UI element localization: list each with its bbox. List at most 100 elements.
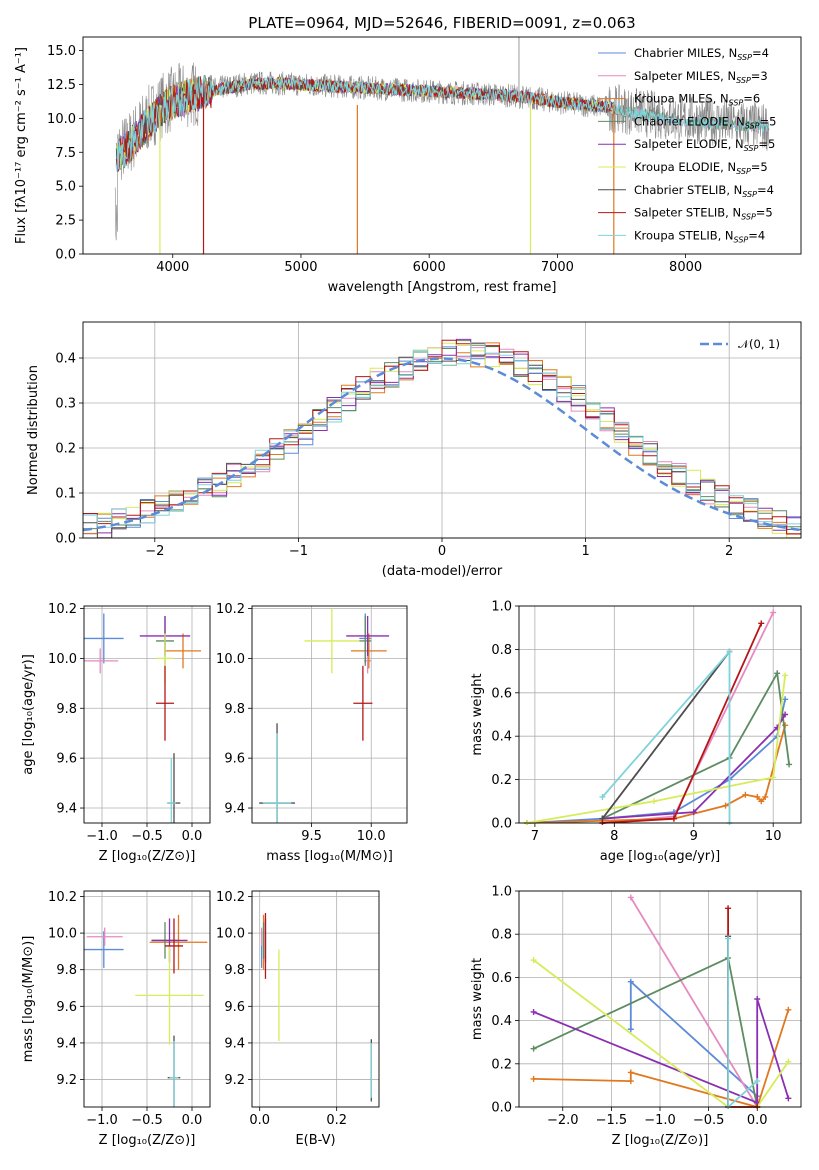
y-axis-label: Flux [fλ10⁻¹⁷ erg cm⁻² s⁻¹ A⁻¹] <box>14 47 29 244</box>
axes-frame <box>518 890 802 1108</box>
massweight-vs-age-panel: 7 8 9 10 0.0 0.2 0.4 0.6 0.8 1.0 age [log₁₀(age/yr… <box>470 600 802 864</box>
mass-weight-point <box>774 670 781 677</box>
mass-weight-point <box>785 1006 792 1013</box>
legend-label-suffix: =5 <box>760 114 777 128</box>
y-tick-label: 9.4 <box>56 1036 77 1051</box>
mass-weight-point <box>785 1095 792 1102</box>
x-tick-label: −0.5 <box>131 829 163 844</box>
mass-weight-line <box>526 725 786 824</box>
mass-weight-point <box>627 1078 634 1085</box>
y-tick-label: 9.8 <box>224 702 245 717</box>
y-tick-label: 10.2 <box>48 602 77 617</box>
x-tick-label: 7 <box>531 829 539 844</box>
x-tick-label: 2 <box>725 544 733 559</box>
plot-area <box>84 613 201 823</box>
legend-label-text: Chabrier STELIB, N <box>634 183 742 197</box>
mass-vs-ebv-panel: 0.0 0.2 9.2 9.4 9.6 9.8 10.0 10.2 E(B-V) <box>216 890 380 1148</box>
mass-weight-line <box>533 1009 790 1109</box>
legend-label-sub: SSP <box>736 76 751 85</box>
legend-label-text: Kroupa MILES, N <box>634 92 729 106</box>
x-axis-label: (data-model)/error <box>382 564 503 579</box>
y-tick-label: 12.5 <box>47 78 76 93</box>
x-tick-label: 9 <box>690 829 698 844</box>
plot-area <box>523 609 793 825</box>
x-tick-label: 10.0 <box>357 829 386 844</box>
mass-weight-line <box>602 612 775 824</box>
y-tick-label: 10.0 <box>216 927 245 942</box>
legend-label-text: Salpeter ELODIE, N <box>634 137 744 151</box>
mass-weight-point <box>725 905 732 912</box>
legend-label-text: Salpeter STELIB, N <box>634 206 741 220</box>
axes-frame <box>251 890 380 1108</box>
x-tick-label: 9.5 <box>301 829 322 844</box>
legend-label: Kroupa ELODIE, NSSP=5 <box>634 160 768 176</box>
y-tick-label: 0.1 <box>55 487 76 502</box>
mass-weight-point <box>627 1069 634 1076</box>
mass-weight-point <box>782 711 789 718</box>
mass-weight-point <box>627 894 634 901</box>
mass-weight-line <box>533 956 759 1108</box>
y-tick-label: 9.8 <box>56 702 77 717</box>
y-tick-label: 0.4 <box>491 730 512 745</box>
legend-label-text: Chabrier ELODIE, N <box>634 114 745 128</box>
legend-label-sub: SSP <box>736 167 751 176</box>
legend-label-text: Chabrier MILES, N <box>634 46 737 60</box>
y-tick-label: 7.5 <box>55 146 76 161</box>
y-tick-label: 0.4 <box>55 352 76 367</box>
age-vs-mass-panel: 9.5 10.0 9.4 9.6 9.8 10.0 10.2 mass [log₁₀(M/M⊙… <box>216 602 408 864</box>
mass-weight-point <box>722 802 729 809</box>
legend-label-suffix: =4 <box>748 228 765 242</box>
x-tick-label: 0 <box>438 544 446 559</box>
mass-weight-point <box>754 996 761 1002</box>
mass-weight-point <box>762 793 769 800</box>
y-axis-label: mass weight <box>470 958 485 1040</box>
mass-weight-point <box>758 620 765 627</box>
y-tick-label: 0.8 <box>491 928 512 943</box>
y-tick-label: 9.6 <box>56 1000 77 1015</box>
residual-histogram-panel: −2 −1 0 1 2 0.0 0.1 0.2 0.3 0.4 (data-model)/error… <box>26 321 802 579</box>
legend-label: Salpeter STELIB, NSSP=5 <box>634 206 773 222</box>
legend-label-sub: SSP <box>742 190 757 199</box>
legend-label: Chabrier STELIB, NSSP=4 <box>634 183 774 199</box>
y-tick-label: 0.3 <box>55 397 76 412</box>
mass-weight-point <box>758 798 765 805</box>
y-tick-label: 0.0 <box>55 248 76 263</box>
y-tick-label: 10.0 <box>47 112 76 127</box>
mass-weight-point <box>726 648 733 655</box>
x-tick-label: −1.0 <box>86 829 118 844</box>
x-tick-label: 4000 <box>156 260 189 275</box>
y-tick-label: 0.6 <box>491 971 512 986</box>
y-tick-label: 9.6 <box>224 752 245 767</box>
legend-label-suffix: =5 <box>756 206 773 220</box>
x-tick-label: −0.5 <box>131 1113 163 1128</box>
x-axis-label: E(B-V) <box>295 1133 335 1148</box>
mass-weight-point <box>725 935 732 942</box>
legend-label-text: Salpeter MILES, N <box>634 69 736 83</box>
mass-weight-point <box>770 609 777 616</box>
x-tick-label: 0.0 <box>747 1113 768 1128</box>
histogram-plot-area <box>83 338 801 538</box>
y-tick-label: 10.2 <box>48 890 77 905</box>
y-tick-label: 10.0 <box>48 652 77 667</box>
axes-frame <box>82 36 802 255</box>
y-tick-label: 0.2 <box>491 773 512 788</box>
x-tick-label: −2 <box>145 544 164 559</box>
legend-label: 𝒩(0, 1) <box>738 337 780 351</box>
x-axis-label: wavelength [Angstrom, rest frame] <box>328 280 557 295</box>
mass-weight-line <box>526 675 786 824</box>
legend-label: Salpeter ELODIE, NSSP=5 <box>634 137 775 153</box>
mass-weight-point <box>742 791 749 798</box>
mass-vs-Z-panel: −1.0 −0.5 0.0 9.2 9.4 9.6 9.8 10.0 10.2 Z [log₁₀(… <box>21 890 211 1148</box>
y-tick-label: 0.6 <box>491 686 512 701</box>
x-tick-label: −1.5 <box>596 1113 628 1128</box>
legend-label-sub: SSP <box>744 144 759 153</box>
legend-label-suffix: =3 <box>751 69 768 83</box>
legend-label: Chabrier ELODIE, NSSP=5 <box>634 114 776 130</box>
y-tick-label: 9.4 <box>224 1036 245 1051</box>
y-tick-label: 0.0 <box>55 532 76 547</box>
y-tick-label: 9.6 <box>224 1000 245 1015</box>
mass-weight-point <box>786 761 793 768</box>
y-tick-label: 1.0 <box>491 600 512 615</box>
x-axis-label: age [log₁₀(age/yr)] <box>600 849 721 864</box>
